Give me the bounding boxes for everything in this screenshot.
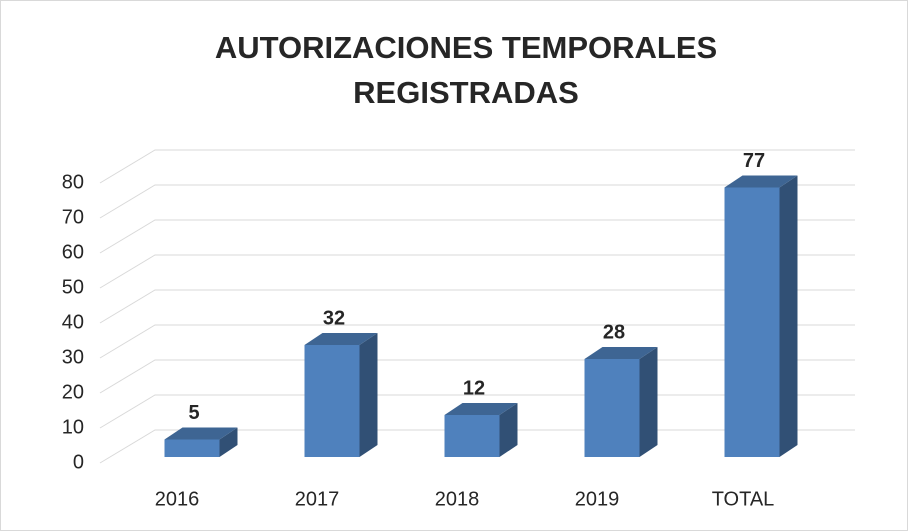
bar-side xyxy=(219,427,238,457)
bar xyxy=(584,347,658,457)
bar-top xyxy=(724,175,798,188)
y-tick-label: 40 xyxy=(62,311,84,333)
grid-line xyxy=(99,219,855,254)
grid-line xyxy=(99,254,855,289)
x-tick-label: 2018 xyxy=(435,488,480,510)
x-tick-label: TOTAL xyxy=(712,488,775,510)
bar-front xyxy=(304,345,360,457)
bar-front xyxy=(584,359,640,457)
bar-side xyxy=(359,333,378,457)
y-tick-label: 60 xyxy=(62,241,84,263)
chart-title: AUTORIZACIONES TEMPORALES xyxy=(215,30,717,65)
y-tick-label: 20 xyxy=(62,381,84,403)
value-label: 77 xyxy=(743,150,765,172)
bar-top xyxy=(304,333,378,345)
bar xyxy=(444,403,518,457)
bar-front xyxy=(444,415,500,457)
grid-line xyxy=(99,324,855,359)
bar-side xyxy=(499,403,518,457)
chart-title: REGISTRADAS xyxy=(353,75,579,110)
bar-front xyxy=(724,187,780,457)
value-label: 32 xyxy=(323,307,345,329)
grid-line xyxy=(99,149,855,184)
y-tick-label: 30 xyxy=(62,346,84,368)
bar-top xyxy=(164,427,238,440)
value-label: 12 xyxy=(463,377,485,399)
y-tick-label: 0 xyxy=(73,451,84,473)
y-tick-label: 10 xyxy=(62,416,84,438)
y-tick-label: 50 xyxy=(62,276,84,298)
bar-side xyxy=(779,175,798,457)
bar-top xyxy=(584,347,658,359)
bar-side xyxy=(639,347,658,457)
y-tick-label: 70 xyxy=(62,206,84,228)
bar xyxy=(304,333,378,457)
x-tick-label: 2019 xyxy=(575,488,620,510)
x-tick-label: 2017 xyxy=(295,488,340,510)
bar xyxy=(164,427,238,457)
value-label: 5 xyxy=(188,402,199,424)
grid-line xyxy=(99,289,855,324)
bar xyxy=(724,175,798,457)
value-label: 28 xyxy=(603,321,625,343)
bar-top xyxy=(444,403,518,415)
bar-front xyxy=(164,439,220,457)
grid-line xyxy=(99,184,855,219)
x-tick-label: 2016 xyxy=(155,488,200,510)
y-tick-label: 80 xyxy=(62,171,84,193)
